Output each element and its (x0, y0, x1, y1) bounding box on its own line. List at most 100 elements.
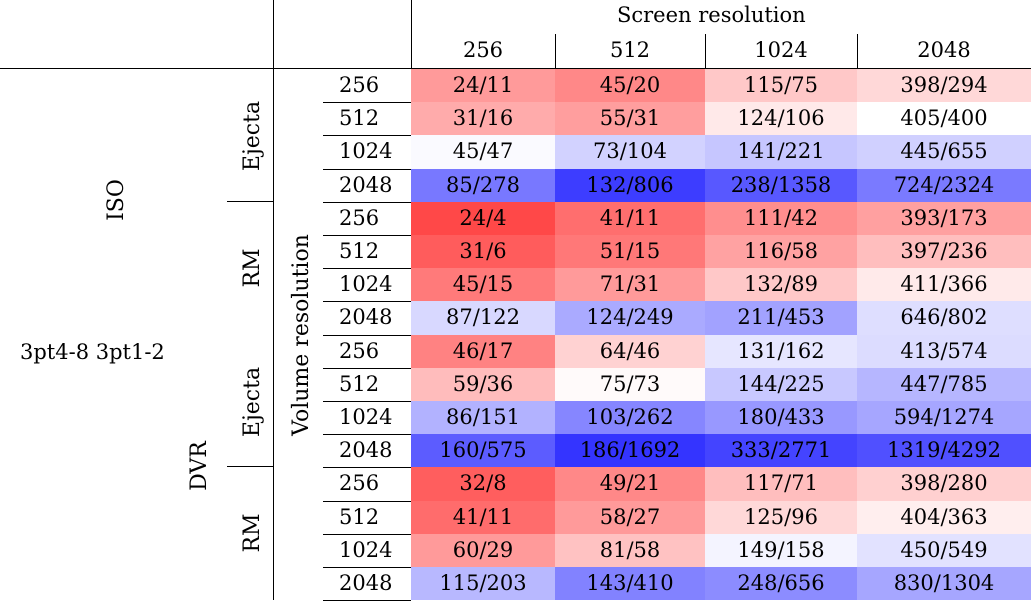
table-cell: 180/433 (705, 401, 857, 435)
table-cell: 75/73 (555, 367, 705, 401)
row-rule (323, 301, 411, 303)
row-rule (323, 401, 411, 402)
volume-resolution-cell: 1024 (339, 537, 393, 562)
table-cell: 24/11 (411, 69, 555, 103)
table-cell: 238/1358 (705, 168, 857, 202)
row-rule (323, 201, 411, 203)
volume-resolution-cell: 1024 (339, 272, 393, 297)
volume-resolution-cell: 256 (339, 471, 380, 496)
table-cell: 71/31 (555, 268, 705, 302)
table-cell: 115/75 (705, 69, 857, 103)
volume-resolution-cell: 256 (339, 205, 380, 230)
table-cell: 64/46 (555, 334, 705, 368)
volume-resolution-cell: 256 (339, 338, 380, 363)
table-cell: 124/106 (705, 102, 857, 136)
dataset-rule-2 (227, 466, 273, 467)
dataset-rule-1 (227, 201, 273, 202)
table-cell: 87/122 (411, 301, 555, 335)
table-cell: 132/89 (705, 268, 857, 302)
table-cell: 160/575 (411, 434, 555, 468)
table-cell: 41/11 (555, 201, 705, 235)
table-cell: 333/2771 (705, 434, 857, 468)
table-cell: 398/280 (857, 467, 1031, 501)
row-rule (323, 334, 411, 336)
volume-resolution-cell: 2048 (339, 305, 393, 330)
row-rule (323, 600, 411, 602)
table-cell: 60/29 (411, 533, 555, 567)
table-cell: 724/2324 (857, 168, 1031, 202)
dataset-label-rm: RM (240, 513, 265, 553)
table-cell: 51/15 (555, 235, 705, 269)
table-cell: 116/58 (705, 235, 857, 269)
stray-format-text: 3pt4-8 3pt1-2 (20, 340, 165, 364)
header-separator-1 (555, 34, 556, 68)
table-cell: 594/1274 (857, 401, 1031, 435)
table-cell: 149/158 (705, 533, 857, 567)
table-cell: 125/96 (705, 500, 857, 534)
table-cell: 447/785 (857, 367, 1031, 401)
table-cell: 131/162 (705, 334, 857, 368)
table-cell: 59/36 (411, 367, 555, 401)
column-header-256: 256 (462, 38, 504, 62)
table-cell: 398/294 (857, 69, 1031, 103)
table-cell: 117/71 (705, 467, 857, 501)
table-cell: 143/410 (555, 567, 705, 601)
table-cell: 45/15 (411, 268, 555, 302)
table-cell: 397/236 (857, 235, 1031, 269)
volume-resolution-cell: 512 (339, 371, 380, 396)
volume-resolution-cell: 256 (339, 73, 380, 98)
volume-resolution-cell: 2048 (339, 172, 393, 197)
dataset-label-ejecta: Ejecta (240, 366, 265, 438)
table-cell: 103/262 (555, 401, 705, 435)
table-cell: 81/58 (555, 533, 705, 567)
table-cell: 31/6 (411, 235, 555, 269)
table-cell: 45/20 (555, 69, 705, 103)
table-cell: 405/400 (857, 102, 1031, 136)
table-cell: 1319/4292 (857, 434, 1031, 468)
table-cell: 124/249 (555, 301, 705, 335)
volume-resolution-cell: 2048 (339, 438, 393, 463)
row-rule (323, 102, 411, 104)
table-cell: 646/802 (857, 301, 1031, 335)
screen-resolution-header: Screen resolution (617, 3, 806, 27)
row-rule (323, 268, 411, 270)
method-label-dvr: DVR (187, 441, 212, 491)
table-cell: 24/4 (411, 201, 555, 235)
row-rule (323, 567, 411, 568)
table-cell: 248/656 (705, 567, 857, 601)
row-rule (323, 467, 411, 469)
column-header-2048: 2048 (917, 38, 971, 62)
column-header-1024: 1024 (754, 38, 808, 62)
row-rule (323, 135, 411, 137)
volume-resolution-cell: 512 (339, 504, 380, 529)
table-cell: 144/225 (705, 367, 857, 401)
column-header-512: 512 (609, 38, 651, 62)
dataset-label-ejecta: Ejecta (240, 100, 265, 172)
separator-method (273, 0, 274, 600)
table-cell: 111/42 (705, 201, 857, 235)
table-cell: 73/104 (555, 135, 705, 169)
table-cell: 45/47 (411, 135, 555, 169)
header-separator-3 (857, 34, 858, 68)
table-cell: 58/27 (555, 500, 705, 534)
volume-resolution-cell: 512 (339, 239, 380, 264)
table-cell: 413/574 (857, 334, 1031, 368)
row-rule (323, 235, 411, 236)
table-cell: 115/203 (411, 567, 555, 601)
volume-resolution-label: Volume resolution (289, 234, 314, 436)
table-cell: 450/549 (857, 533, 1031, 567)
volume-resolution-cell: 512 (339, 106, 380, 131)
volume-resolution-cell: 1024 (339, 405, 393, 430)
table-cell: 41/11 (411, 500, 555, 534)
table-cell: 86/151 (411, 401, 555, 435)
row-rule (323, 434, 411, 436)
volume-resolution-cell: 2048 (339, 571, 393, 596)
table-cell: 55/31 (555, 102, 705, 136)
table-cell: 211/453 (705, 301, 857, 335)
table-cell: 46/17 (411, 334, 555, 368)
row-rule (323, 533, 411, 535)
volume-resolution-cell: 1024 (339, 139, 393, 164)
row-rule (323, 500, 411, 502)
header-separator-2 (705, 34, 706, 68)
header-rule (0, 68, 1031, 69)
